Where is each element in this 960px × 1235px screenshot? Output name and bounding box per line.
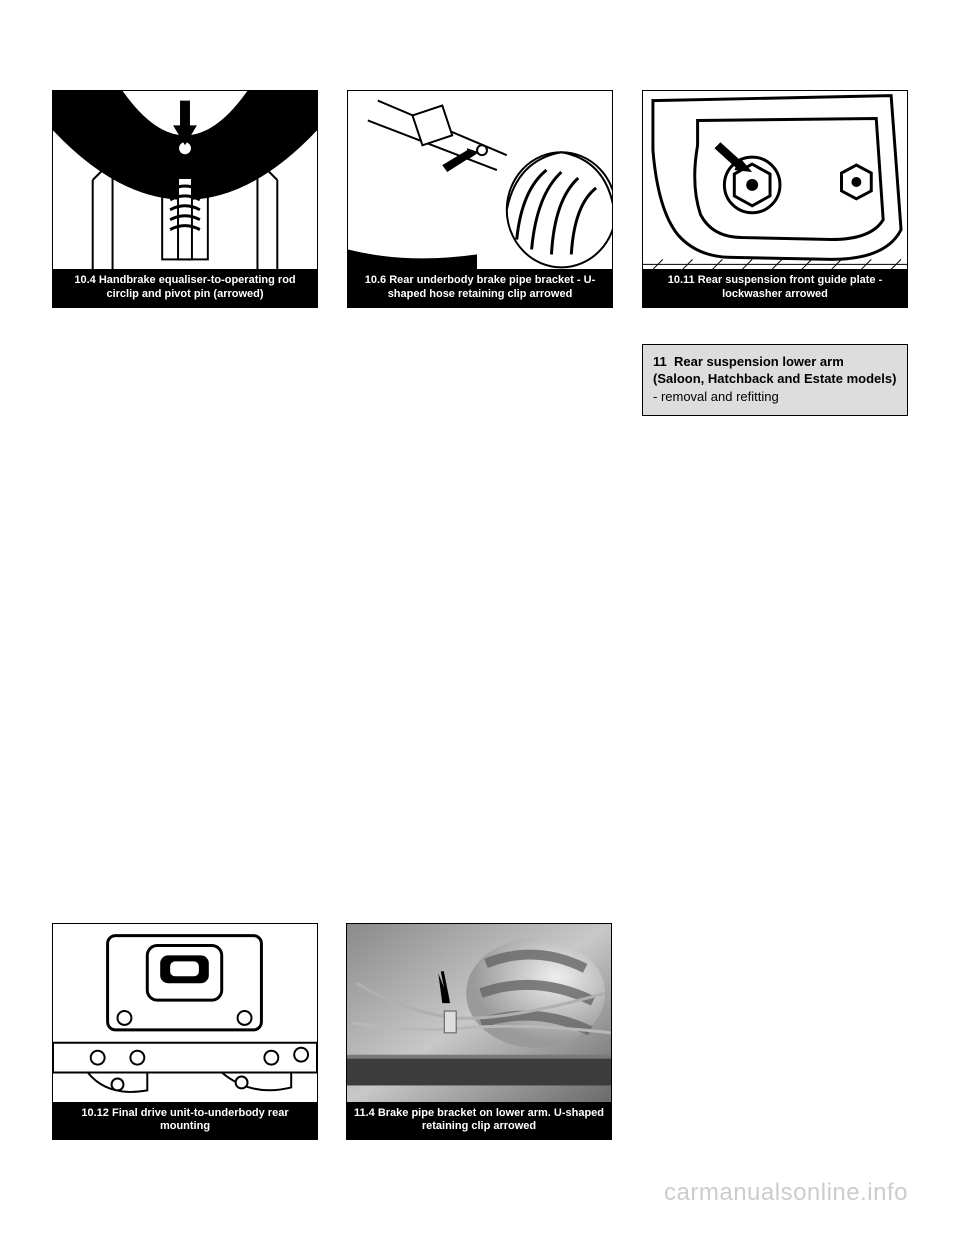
figure-10-11-caption: 10.11 Rear suspension front guide plate … — [642, 270, 908, 308]
figure-10-4: 10.4 Handbrake equaliser-to-operating ro… — [52, 90, 318, 308]
figure-10-6-image — [347, 90, 613, 270]
figure-11-4-image — [346, 923, 612, 1103]
footer-watermark: carmanualsonline.info — [664, 1179, 908, 1207]
figure-10-6: 10.6 Rear underbody brake pipe bracket -… — [347, 90, 613, 308]
figure-10-11-image — [642, 90, 908, 270]
figure-10-12-caption: 10.12 Final drive unit-to-underbody rear… — [52, 1103, 318, 1141]
figure-11-4: 11.4 Brake pipe bracket on lower arm. U-… — [346, 923, 612, 1141]
figure-10-4-image — [52, 90, 318, 270]
figure-10-12-image — [52, 923, 318, 1103]
callout-number: 11 — [653, 354, 667, 369]
section-11-callout: 11 Rear suspension lower arm (Saloon, Ha… — [642, 344, 908, 417]
figure-11-4-caption: 11.4 Brake pipe bracket on lower arm. U-… — [346, 1103, 612, 1141]
figure-10-11: 10.11 Rear suspension front guide plate … — [642, 90, 908, 308]
callout-title-rest: - removal and refitting — [653, 389, 779, 404]
callout-title-bold: Rear suspension lower arm (Saloon, Hatch… — [653, 354, 896, 387]
figure-10-6-caption: 10.6 Rear underbody brake pipe bracket -… — [347, 270, 613, 308]
bottom-figure-row: 10.12 Final drive unit-to-underbody rear… — [52, 923, 612, 1141]
top-figure-row: 10.4 Handbrake equaliser-to-operating ro… — [52, 90, 908, 308]
figure-10-4-caption: 10.4 Handbrake equaliser-to-operating ro… — [52, 270, 318, 308]
figure-10-12: 10.12 Final drive unit-to-underbody rear… — [52, 923, 318, 1141]
